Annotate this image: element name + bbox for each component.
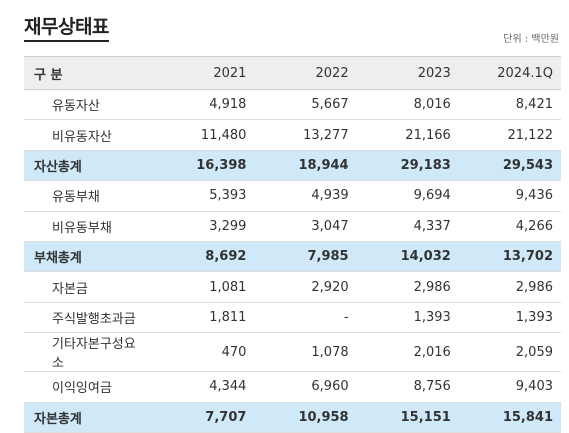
page-title: 재무상태표 xyxy=(24,12,109,42)
cell-value: 29,543 xyxy=(458,150,561,182)
cell-value: 2,059 xyxy=(458,332,561,373)
cell-value: 5,393 xyxy=(152,180,255,212)
row-label: 비유동자산 xyxy=(24,119,153,151)
row-label: 자산총계 xyxy=(24,150,153,182)
cell-value: 4,266 xyxy=(458,211,561,242)
cell-value: - xyxy=(254,302,357,334)
row-label: 비유동부채 xyxy=(24,211,153,242)
cell-value: 8,016 xyxy=(356,89,459,121)
table-row: 자본금 1,081 2,920 2,986 2,986 xyxy=(24,271,561,303)
cell-value: 1,078 xyxy=(254,332,357,373)
cell-value: 3,299 xyxy=(152,211,255,242)
header-2021: 2021 xyxy=(152,56,255,90)
cell-value: 7,707 xyxy=(152,402,255,433)
cell-value: 4,344 xyxy=(152,371,255,403)
cell-value: 13,702 xyxy=(458,241,561,273)
cell-value: 11,480 xyxy=(152,119,255,151)
cell-value: 9,436 xyxy=(458,180,561,212)
header-2024-1q: 2024.1Q xyxy=(458,56,561,90)
cell-value: 29,183 xyxy=(356,150,459,182)
cell-value: 9,694 xyxy=(356,180,459,212)
cell-value: 2,986 xyxy=(356,271,459,303)
row-label: 유동부채 xyxy=(24,180,153,212)
cell-value: 10,958 xyxy=(254,402,357,433)
cell-value: 13,277 xyxy=(254,119,357,151)
cell-value: 1,393 xyxy=(458,302,561,334)
table-row: 기타자본구성요소 470 1,078 2,016 2,059 xyxy=(24,332,561,373)
cell-value: 1,811 xyxy=(152,302,255,334)
table-header-row: 구 분 2021 2022 2023 2024.1Q xyxy=(24,56,561,90)
row-label: 이익잉여금 xyxy=(24,371,153,403)
header-2023: 2023 xyxy=(356,56,459,90)
table-row-total: 자본총계 7,707 10,958 15,151 15,841 xyxy=(24,402,561,433)
cell-value: 2,016 xyxy=(356,332,459,373)
table-row: 유동부채 5,393 4,939 9,694 9,436 xyxy=(24,180,561,212)
row-label: 기타자본구성요소 xyxy=(24,332,153,373)
cell-value: 1,081 xyxy=(152,271,255,303)
unit-note: 단위 : 백만원 xyxy=(503,34,559,45)
cell-value: 8,692 xyxy=(152,241,255,273)
cell-value: 8,421 xyxy=(458,89,561,121)
cell-value: 2,986 xyxy=(458,271,561,303)
table-row: 비유동부채 3,299 3,047 4,337 4,266 xyxy=(24,211,561,242)
header-2022: 2022 xyxy=(254,56,357,90)
cell-value: 15,151 xyxy=(356,402,459,433)
table-row: 유동자산 4,918 5,667 8,016 8,421 xyxy=(24,89,561,121)
cell-value: 3,047 xyxy=(254,211,357,242)
table-row: 이익잉여금 4,344 6,960 8,756 9,403 xyxy=(24,371,561,403)
table-row: 주식발행초과금 1,811-1,393 1,393 xyxy=(24,302,561,334)
cell-value: 14,032 xyxy=(356,241,459,273)
cell-value: 4,918 xyxy=(152,89,255,121)
table-row: 비유동자산 11,480 13,277 21,166 21,122 xyxy=(24,119,561,151)
cell-value: 6,960 xyxy=(254,371,357,403)
cell-value: 4,337 xyxy=(356,211,459,242)
cell-value: 1,393 xyxy=(356,302,459,334)
table-body: 유동자산 4,918 5,667 8,016 8,421 비유동자산 11,480 13,27… xyxy=(24,89,561,433)
cell-value: 2,920 xyxy=(254,271,357,303)
cell-value: 5,667 xyxy=(254,89,357,121)
cell-value: 8,756 xyxy=(356,371,459,403)
cell-value: 16,398 xyxy=(152,150,255,182)
balance-sheet-table: 구 분 2021 2022 2023 2024.1Q 유동자산 4,918 5,66… xyxy=(24,56,561,433)
cell-value: 7,985 xyxy=(254,241,357,273)
cell-value: 21,166 xyxy=(356,119,459,151)
row-label: 유동자산 xyxy=(24,89,153,121)
cell-value: 21,122 xyxy=(458,119,561,151)
cell-value: 4,939 xyxy=(254,180,357,212)
cell-value: 470 xyxy=(152,332,255,373)
cell-value: 9,403 xyxy=(458,371,561,403)
table-row-total: 자산총계 16,398 18,944 29,183 29,543 xyxy=(24,150,561,182)
cell-value: 15,841 xyxy=(458,402,561,433)
row-label: 부채총계 xyxy=(24,241,153,273)
cell-value: 18,944 xyxy=(254,150,357,182)
header-category: 구 분 xyxy=(24,56,153,90)
row-label: 자본총계 xyxy=(24,402,153,433)
row-label: 자본금 xyxy=(24,271,153,303)
table-row-total: 부채총계 8,692 7,985 14,032 13,702 xyxy=(24,241,561,273)
row-label: 주식발행초과금 xyxy=(24,302,153,334)
